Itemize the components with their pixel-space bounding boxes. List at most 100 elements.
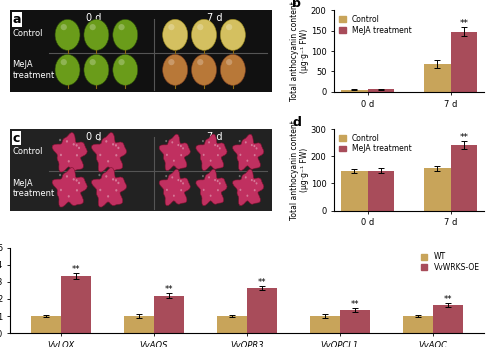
Ellipse shape [76, 189, 78, 192]
Ellipse shape [217, 154, 219, 156]
Text: **: ** [164, 285, 173, 294]
Bar [246, 288, 276, 333]
Polygon shape [196, 134, 226, 171]
Text: **: ** [350, 300, 358, 309]
Ellipse shape [168, 24, 174, 30]
Bar [340, 90, 367, 92]
Ellipse shape [216, 180, 218, 182]
Polygon shape [159, 169, 190, 205]
Ellipse shape [197, 24, 203, 30]
Ellipse shape [220, 54, 245, 85]
Polygon shape [159, 134, 190, 171]
Ellipse shape [112, 178, 114, 180]
Text: **: ** [459, 19, 468, 28]
Text: 0 d: 0 d [86, 13, 101, 23]
Bar [61, 276, 91, 333]
Ellipse shape [220, 19, 245, 50]
Ellipse shape [208, 141, 209, 143]
Ellipse shape [165, 140, 167, 142]
Ellipse shape [60, 154, 62, 156]
Ellipse shape [105, 175, 107, 178]
Ellipse shape [66, 175, 68, 178]
Y-axis label: Total anthocyanin content
(μg·g⁻¹ FW): Total anthocyanin content (μg·g⁻¹ FW) [289, 1, 309, 101]
Ellipse shape [165, 175, 167, 177]
Ellipse shape [112, 143, 114, 145]
Ellipse shape [209, 195, 211, 197]
Ellipse shape [76, 144, 78, 146]
Ellipse shape [67, 195, 70, 197]
Text: b: b [291, 0, 301, 10]
Ellipse shape [84, 54, 109, 85]
Ellipse shape [239, 154, 241, 156]
Ellipse shape [209, 160, 211, 162]
Bar [367, 171, 393, 211]
Ellipse shape [105, 140, 107, 143]
Text: a: a [12, 13, 21, 26]
Ellipse shape [84, 19, 109, 50]
Ellipse shape [182, 182, 183, 185]
Ellipse shape [113, 19, 138, 50]
Legend: Control, MeJA treatment: Control, MeJA treatment [337, 14, 411, 35]
Bar [450, 32, 476, 92]
Ellipse shape [60, 189, 62, 191]
Ellipse shape [217, 189, 219, 191]
Text: MeJA
treatment: MeJA treatment [12, 60, 55, 79]
Polygon shape [232, 169, 264, 205]
Text: Control: Control [12, 147, 43, 156]
Ellipse shape [78, 182, 80, 184]
Ellipse shape [117, 147, 119, 149]
Ellipse shape [113, 54, 138, 85]
Ellipse shape [253, 154, 255, 156]
Ellipse shape [180, 145, 182, 147]
Ellipse shape [214, 179, 216, 181]
Ellipse shape [89, 59, 96, 65]
Polygon shape [52, 133, 87, 172]
Ellipse shape [66, 140, 68, 143]
Polygon shape [232, 134, 264, 171]
Text: **: ** [257, 278, 265, 287]
Ellipse shape [76, 154, 78, 156]
Bar [154, 296, 183, 333]
Bar [402, 316, 432, 333]
Ellipse shape [225, 24, 232, 30]
Ellipse shape [173, 195, 175, 197]
Ellipse shape [73, 143, 75, 145]
Ellipse shape [115, 179, 117, 181]
Polygon shape [52, 168, 87, 207]
Ellipse shape [98, 139, 101, 141]
Legend: Control, MeJA treatment: Control, MeJA treatment [337, 133, 411, 154]
Ellipse shape [118, 24, 124, 30]
Polygon shape [196, 169, 226, 205]
Ellipse shape [99, 189, 101, 191]
Ellipse shape [191, 19, 216, 50]
Ellipse shape [73, 178, 75, 180]
Legend: WT, VvWRKS-OE: WT, VvWRKS-OE [419, 252, 479, 273]
Ellipse shape [225, 59, 232, 65]
Ellipse shape [107, 160, 109, 162]
Text: **: ** [72, 265, 80, 274]
Y-axis label: Total anthocyanin content
(μg·g⁻¹ FW): Total anthocyanin content (μg·g⁻¹ FW) [289, 120, 308, 220]
Bar [31, 316, 61, 333]
Ellipse shape [244, 176, 246, 178]
Ellipse shape [246, 160, 248, 162]
Text: Control: Control [12, 29, 43, 38]
Bar [432, 305, 462, 333]
Bar [217, 316, 246, 333]
Ellipse shape [238, 140, 240, 142]
Ellipse shape [67, 160, 70, 162]
Ellipse shape [216, 145, 218, 147]
Ellipse shape [76, 179, 78, 181]
Bar [309, 316, 339, 333]
Ellipse shape [173, 160, 175, 162]
Ellipse shape [246, 195, 248, 197]
Text: **: ** [443, 295, 451, 304]
Ellipse shape [244, 141, 246, 143]
Text: 0 d: 0 d [86, 132, 101, 142]
Ellipse shape [165, 189, 167, 191]
Ellipse shape [255, 182, 257, 185]
Bar [423, 64, 450, 92]
Ellipse shape [98, 174, 101, 176]
Ellipse shape [163, 19, 187, 50]
Bar [450, 145, 476, 211]
Ellipse shape [115, 189, 117, 192]
